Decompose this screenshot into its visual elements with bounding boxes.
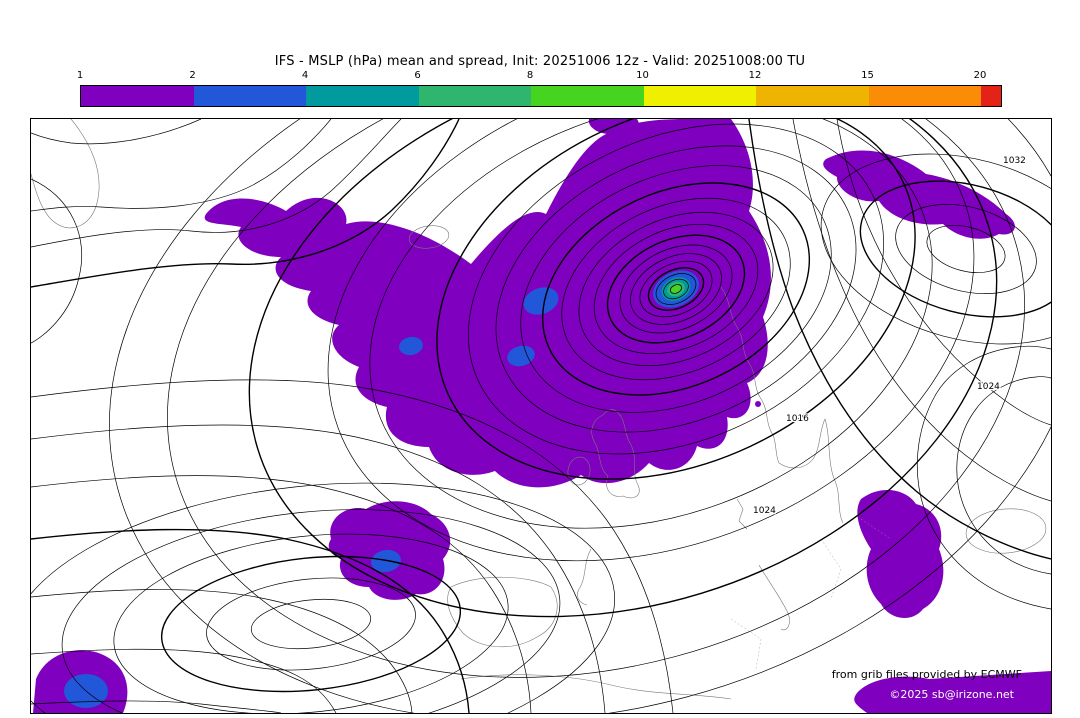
colorbar-segment-1	[81, 86, 194, 106]
attribution-source: from grib files provided by ECMWF	[831, 668, 1022, 681]
colorbar-tick-label: 10	[636, 70, 649, 81]
colorbar-tick-label: 20	[973, 70, 987, 81]
colorbar-segment-8	[531, 86, 644, 106]
country-borders	[730, 518, 892, 670]
colorbar-segment-20	[981, 86, 1001, 106]
isobars-low-spiral	[436, 119, 916, 480]
attribution-copyright: ©2025 sb@irizone.net	[889, 688, 1014, 701]
isobars-high-northeast	[820, 153, 1051, 345]
colorbar-tick-label: 1	[76, 70, 84, 81]
colorbar-tick-label: 2	[189, 70, 196, 81]
contour-label-1024-b: 1024	[753, 506, 776, 516]
isobars-low-outer1	[327, 119, 975, 562]
contour-label-1032: 1032	[1003, 156, 1026, 166]
spread-shading-purple	[33, 119, 1051, 713]
colorbar-segment-10	[643, 86, 756, 106]
isobars-high-southwest	[31, 482, 616, 713]
weather-map-svg: 1032 1024 1024 1016	[31, 119, 1051, 713]
spread-speck	[755, 401, 761, 407]
colorbar-segments	[80, 85, 1002, 107]
spread-main-blob	[204, 119, 771, 488]
spread-blob-top-right	[823, 150, 1015, 239]
colorbar-tick-label: 12	[748, 70, 762, 81]
coastlines	[31, 119, 1047, 700]
chart-title: IFS - MSLP (hPa) mean and spread, Init: …	[274, 54, 806, 69]
colorbar-segment-12	[756, 86, 869, 106]
isobars-low-outer3	[109, 119, 1051, 713]
colorbar-tick-label: 15	[861, 70, 874, 81]
isobars-open-field	[31, 119, 1051, 713]
colorbar-tick-label: 4	[301, 70, 309, 81]
colorbar-segment-2	[193, 86, 306, 106]
colorbar: 1 2 4 6 8 10 12 15 20	[76, 70, 1002, 107]
colorbar-segment-4	[306, 86, 419, 106]
colorbar-segment-6	[418, 86, 531, 106]
colorbar-labels: 1 2 4 6 8 10 12 15 20	[76, 70, 1002, 83]
contour-label-1016: 1016	[786, 414, 809, 424]
spread-blob-bottom-right	[854, 671, 1051, 713]
colorbar-tick-label: 6	[414, 70, 421, 81]
contour-label-1024-a: 1024	[977, 382, 1000, 392]
colorbar-segment-15	[868, 86, 981, 106]
colorbar-tick-label: 8	[526, 70, 534, 81]
spread-blob-balkans	[857, 489, 944, 619]
map-panel: 1032 1024 1024 1016	[30, 118, 1052, 714]
